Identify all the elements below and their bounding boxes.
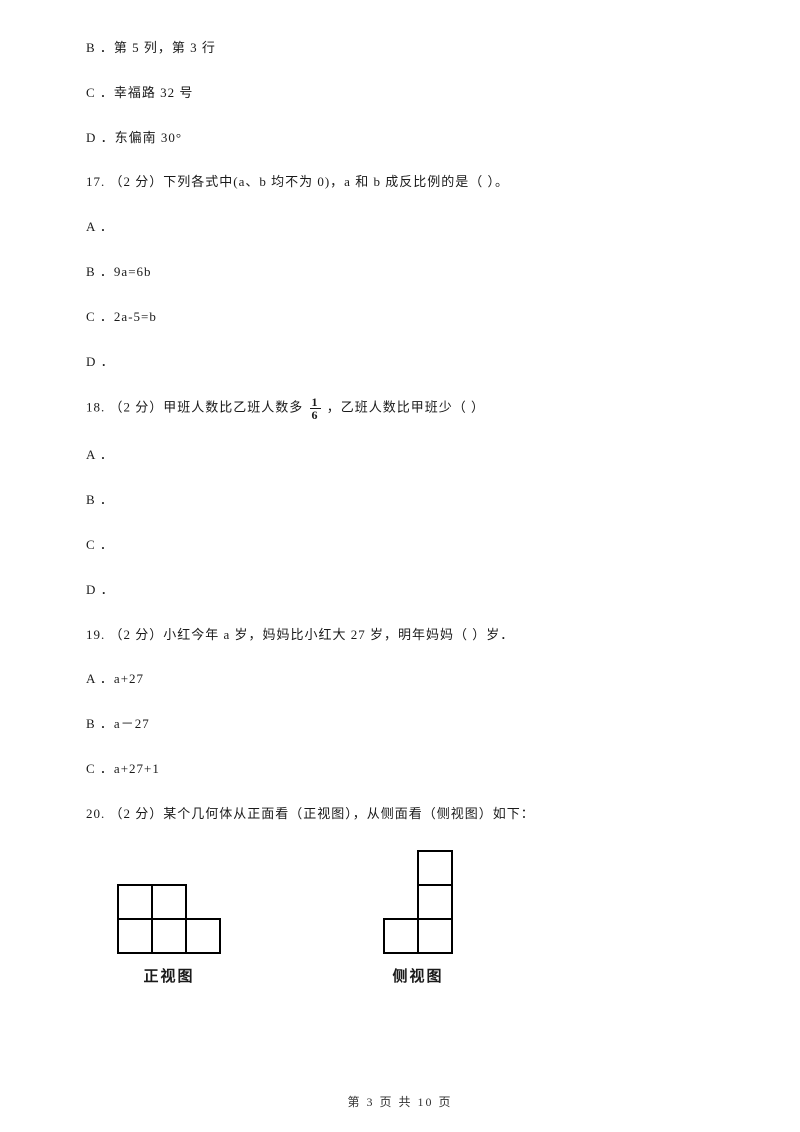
q17-option-a: A ． xyxy=(86,217,714,238)
side-view-diagram xyxy=(382,849,454,955)
q16-option-c: C ．幸福路 32 号 xyxy=(86,83,714,104)
q19-stem: 19. （2 分）小红今年 a 岁，妈妈比小红大 27 岁，明年妈妈（ ）岁． xyxy=(86,625,714,646)
q18-option-b: B ． xyxy=(86,490,714,511)
front-view-block: 正视图 xyxy=(116,883,222,989)
q16-option-d: D ．东偏南 30° xyxy=(86,128,714,149)
q19-option-c: C ．a+27+1 xyxy=(86,759,714,780)
side-view-block: 侧视图 xyxy=(382,849,454,989)
q18-stem-post: ，乙班人数比甲班少（ ） xyxy=(323,400,486,415)
side-view-label: 侧视图 xyxy=(392,965,443,989)
page-footer: 第 3 页 共 10 页 xyxy=(0,1093,800,1112)
figures-row: 正视图 侧视图 xyxy=(86,849,714,989)
q20-stem: 20. （2 分）某个几何体从正面看（正视图），从侧面看（侧视图）如下： xyxy=(86,804,714,825)
q19-option-a: A ．a+27 xyxy=(86,669,714,690)
q17-option-b: B ．9a=6b xyxy=(86,262,714,283)
q17-option-c: C ．2a-5=b xyxy=(86,307,714,328)
q18-option-d: D ． xyxy=(86,580,714,601)
q17-stem: 17. （2 分）下列各式中(a、b 均不为 0)，a 和 b 成反比例的是（ … xyxy=(86,172,714,193)
q16-option-b: B ．第 5 列，第 3 行 xyxy=(86,38,714,59)
q18-option-a: A ． xyxy=(86,445,714,466)
fraction-denominator: 6 xyxy=(310,409,321,421)
q18-option-c: C ． xyxy=(86,535,714,556)
exam-page: B ．第 5 列，第 3 行 C ．幸福路 32 号 D ．东偏南 30° 17… xyxy=(0,0,800,1132)
q19-option-b: B ．a－27 xyxy=(86,714,714,735)
front-view-label: 正视图 xyxy=(143,965,194,989)
fraction-one-sixth: 16 xyxy=(310,396,321,421)
q17-option-d: D ． xyxy=(86,352,714,373)
q18-stem: 18. （2 分）甲班人数比乙班人数多 16 ，乙班人数比甲班少（ ） xyxy=(86,396,714,421)
front-view-diagram xyxy=(116,883,222,955)
q18-stem-pre: 18. （2 分）甲班人数比乙班人数多 xyxy=(86,400,308,415)
